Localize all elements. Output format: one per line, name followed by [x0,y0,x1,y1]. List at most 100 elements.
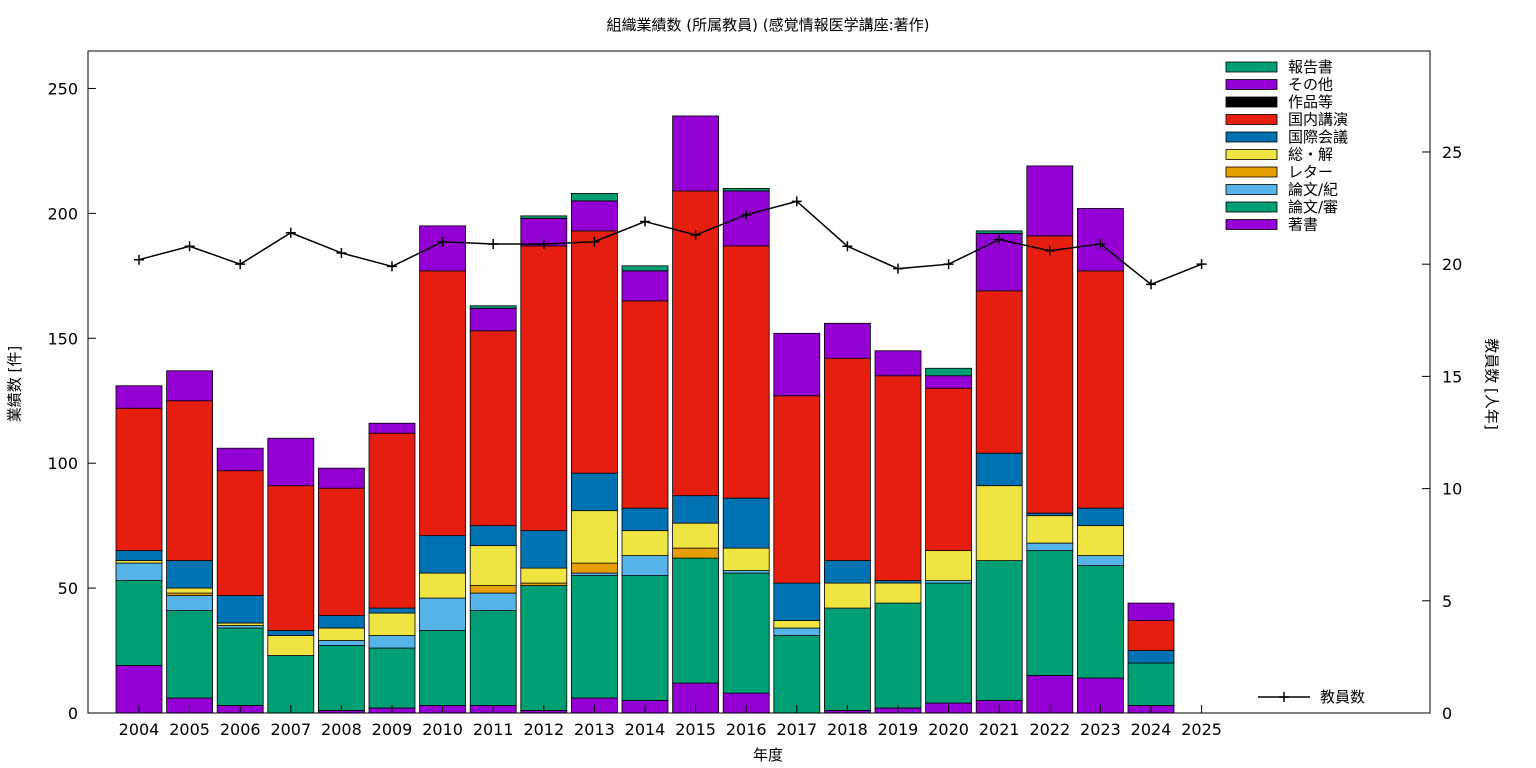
x-tick-label-2012: 2012 [523,720,564,739]
bar-2014-series-2 [621,555,669,577]
bar-2023-series-5 [1077,507,1124,527]
legend-label-8: 論文/審 [1288,198,1338,216]
teacher-count-point-2023 [1095,238,1106,249]
bar-2018-series-5 [824,560,871,584]
bar-2016-series-9 [722,187,770,192]
bar-2017-series-2 [773,627,821,636]
bar-2013-series-6 [571,230,618,474]
bar-2004-series-8 [115,385,163,409]
bar-2021-series-9 [975,230,1023,234]
bar-2009-series-2 [368,635,416,649]
bar-2006-series-1 [216,627,264,706]
bar-2022-series-1 [1026,550,1074,676]
y2-tick-label-20: 20 [1442,255,1462,274]
bar-2021-series-6 [975,290,1023,454]
teacher-count-point-2008 [336,247,347,258]
teacher-count-point-2010 [437,236,448,247]
x-tick-label-2005: 2005 [169,720,210,739]
legend-label-5: 総・解 [1288,146,1333,164]
legend-swatch-4 [1225,131,1278,143]
bar-2013-series-8 [571,200,618,232]
bar-2022-series-2 [1026,542,1074,552]
x-tick-label-2017: 2017 [776,720,817,739]
y2-tick-label-15: 15 [1442,367,1462,386]
bar-2022-series-8 [1026,165,1074,237]
bar-2010-series-6 [419,270,467,537]
y2-tick-label-10: 10 [1442,480,1462,499]
bar-2012-series-4 [520,567,568,584]
bar-2006-series-8 [216,447,264,472]
teacher-count-point-2017 [791,196,802,207]
y-tick-label-100: 100 [47,454,78,473]
bar-2016-series-4 [722,547,770,572]
x-tick-label-2025: 2025 [1181,720,1222,739]
bar-2011-series-8 [469,307,517,332]
bar-2014-series-6 [621,300,669,509]
x-tick-label-2008: 2008 [321,720,362,739]
bar-2021-series-1 [975,560,1023,701]
y-tick-label-50: 50 [58,579,78,598]
bar-2018-series-1 [824,607,871,711]
x-tick-label-2004: 2004 [119,720,160,739]
bar-2019-series-4 [874,582,922,604]
x-tick-label-2024: 2024 [1131,720,1172,739]
bar-2013-series-4 [571,510,618,564]
bar-2015-series-6 [672,190,719,497]
bar-2024-series-1 [1127,662,1175,706]
bars-layer [115,115,1175,714]
teacher-count-point-2016 [741,209,752,220]
bar-2013-series-1 [571,575,618,699]
y-axis-label: 業績数 [件] [5,345,24,423]
bar-2004-series-6 [115,407,163,552]
plot-frame [87,50,1431,714]
bar-2017-series-1 [773,635,821,714]
bar-2021-series-4 [975,485,1023,562]
bar-2004-series-2 [115,562,163,582]
bar-2019-series-8 [874,350,922,377]
teacher-count-point-2025 [1196,259,1207,270]
line-layer [134,196,1207,290]
legend-label-7: 論文/紀 [1288,181,1338,199]
bar-2005-series-8 [166,370,214,402]
bar-2012-series-6 [520,245,568,532]
bar-2023-series-1 [1077,565,1124,679]
bar-2009-series-8 [368,422,416,434]
teacher-count-point-2004 [134,254,144,265]
legend-label-4: 国際会議 [1288,128,1348,146]
bar-2017-series-5 [773,582,821,621]
legend-swatch-2 [1225,96,1278,108]
y2-tick-label-0: 0 [1442,704,1452,723]
bar-2018-series-8 [824,322,871,359]
x-tick-label-2010: 2010 [422,720,463,739]
y2-tick-label-25: 25 [1442,143,1462,162]
x-tick-label-2015: 2015 [675,720,716,739]
bar-2009-series-5 [368,607,416,614]
bar-2020-series-9 [925,367,972,377]
x-tick-label-2022: 2022 [1029,720,1070,739]
y-tick-label-0: 0 [68,704,78,723]
teacher-count-line [138,200,1202,286]
teacher-count-point-2024 [1146,279,1156,290]
bar-2011-series-6 [469,330,517,527]
bar-2006-series-5 [216,595,264,624]
bar-2007-series-5 [267,630,315,636]
bar-2014-series-9 [621,265,669,272]
bar-2015-series-8 [672,115,719,192]
bar-2018-series-6 [824,357,871,562]
x-tick-label-2018: 2018 [827,720,868,739]
teacher-count-point-2020 [943,259,954,270]
bar-2020-series-8 [925,375,972,389]
bar-2008-series-4 [317,627,365,641]
bar-2007-series-4 [267,635,315,656]
y2-tick-label-5: 5 [1442,592,1452,611]
bar-2016-series-1 [722,572,770,694]
bar-2011-series-1 [469,610,517,706]
bar-2013-series-9 [571,192,618,202]
bar-2023-series-2 [1077,555,1124,567]
bar-2023-series-4 [1077,525,1124,557]
legend-swatch-9 [1225,219,1278,230]
bar-2016-series-6 [722,245,770,499]
bar-2010-series-5 [419,535,467,574]
bar-2012-series-1 [520,585,568,711]
